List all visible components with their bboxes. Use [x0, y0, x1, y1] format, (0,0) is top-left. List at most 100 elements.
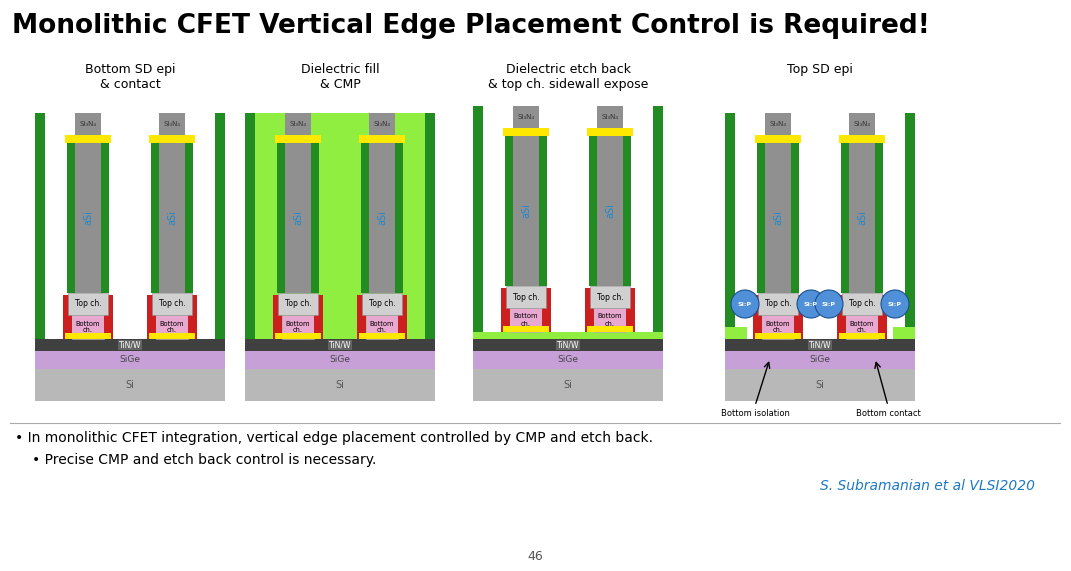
- Bar: [35, 351, 225, 369]
- Bar: [67, 143, 75, 293]
- Text: Bottom
ch.: Bottom ch.: [849, 320, 874, 333]
- Bar: [473, 106, 483, 332]
- Bar: [589, 136, 597, 286]
- Bar: [755, 333, 801, 339]
- Bar: [215, 113, 225, 339]
- Bar: [542, 288, 550, 332]
- Bar: [314, 295, 323, 339]
- Bar: [725, 369, 915, 401]
- Bar: [849, 143, 875, 293]
- Bar: [359, 135, 405, 143]
- Text: Si: Si: [815, 380, 825, 390]
- Text: aSi: aSi: [293, 211, 303, 226]
- Text: Si₃N₄: Si₃N₄: [854, 121, 871, 127]
- Text: aSi: aSi: [377, 211, 387, 226]
- Bar: [846, 315, 878, 339]
- Bar: [361, 143, 369, 293]
- Bar: [245, 339, 435, 351]
- Bar: [627, 288, 635, 332]
- Bar: [75, 113, 101, 135]
- Text: Bottom isolation: Bottom isolation: [721, 409, 789, 418]
- Bar: [285, 143, 311, 293]
- Bar: [425, 113, 435, 339]
- Text: Bottom
ch.: Bottom ch.: [160, 320, 184, 333]
- Bar: [245, 351, 435, 369]
- Bar: [893, 327, 915, 339]
- Bar: [395, 143, 403, 293]
- Bar: [65, 135, 111, 143]
- Text: Si: Si: [563, 380, 572, 390]
- Bar: [473, 351, 663, 369]
- Text: Si:P: Si:P: [888, 301, 902, 307]
- Bar: [506, 136, 513, 286]
- Text: aSi: aSi: [82, 211, 93, 226]
- Bar: [369, 113, 395, 135]
- Text: Monolithic CFET Vertical Edge Placement Control is Required!: Monolithic CFET Vertical Edge Placement …: [12, 13, 930, 39]
- Bar: [587, 326, 633, 332]
- Bar: [101, 143, 109, 293]
- Bar: [513, 136, 539, 286]
- Bar: [597, 106, 623, 128]
- Bar: [725, 339, 915, 351]
- Text: S. Subramanian et al VLSI2020: S. Subramanian et al VLSI2020: [820, 479, 1035, 493]
- Text: Bottom SD epi
& contact: Bottom SD epi & contact: [85, 63, 176, 91]
- Text: Si₃N₄: Si₃N₄: [374, 121, 391, 127]
- Bar: [597, 136, 623, 286]
- Bar: [473, 332, 663, 339]
- Text: Si: Si: [125, 380, 135, 390]
- Bar: [359, 333, 405, 339]
- Bar: [753, 295, 761, 339]
- Bar: [849, 113, 875, 135]
- Bar: [65, 333, 111, 339]
- Bar: [623, 136, 631, 286]
- Circle shape: [731, 290, 759, 318]
- Text: Dielectric fill
& CMP: Dielectric fill & CMP: [301, 63, 379, 91]
- Bar: [311, 143, 319, 293]
- Bar: [758, 293, 798, 315]
- Text: TiN/W: TiN/W: [329, 340, 351, 349]
- Bar: [905, 113, 915, 339]
- Text: Si:P: Si:P: [823, 301, 836, 307]
- Bar: [761, 315, 794, 339]
- Bar: [277, 143, 285, 293]
- Bar: [501, 288, 510, 332]
- Bar: [245, 113, 435, 339]
- Bar: [757, 143, 765, 293]
- Bar: [594, 308, 627, 332]
- Bar: [185, 143, 193, 293]
- Text: Bottom
ch.: Bottom ch.: [76, 320, 101, 333]
- Bar: [151, 143, 159, 293]
- Bar: [67, 293, 108, 315]
- Text: SiGe: SiGe: [120, 356, 140, 364]
- Bar: [506, 286, 546, 308]
- Text: 46: 46: [527, 550, 543, 563]
- Text: Bottom
ch.: Bottom ch.: [598, 313, 622, 327]
- Bar: [398, 295, 407, 339]
- Bar: [275, 135, 321, 143]
- Bar: [245, 113, 255, 339]
- Text: Top ch.: Top ch.: [285, 300, 312, 308]
- Bar: [725, 351, 915, 369]
- Bar: [587, 128, 633, 136]
- Text: Bottom
ch.: Bottom ch.: [286, 320, 311, 333]
- Bar: [35, 113, 45, 339]
- Bar: [282, 315, 314, 339]
- Bar: [149, 135, 195, 143]
- Text: Bottom contact: Bottom contact: [856, 409, 920, 418]
- Bar: [147, 295, 156, 339]
- Bar: [273, 295, 282, 339]
- Bar: [539, 136, 547, 286]
- Text: Si₃N₄: Si₃N₄: [517, 114, 534, 120]
- Bar: [765, 113, 791, 135]
- Bar: [838, 295, 846, 339]
- Text: TiN/W: TiN/W: [557, 340, 579, 349]
- Text: Si₃N₄: Si₃N₄: [164, 121, 181, 127]
- Bar: [725, 113, 735, 339]
- Bar: [473, 339, 663, 351]
- Circle shape: [797, 290, 825, 318]
- Text: SiGe: SiGe: [810, 356, 830, 364]
- Bar: [104, 295, 114, 339]
- Bar: [72, 315, 104, 339]
- Text: Dielectric etch back
& top ch. sidewall expose: Dielectric etch back & top ch. sidewall …: [487, 63, 648, 91]
- Bar: [275, 333, 321, 339]
